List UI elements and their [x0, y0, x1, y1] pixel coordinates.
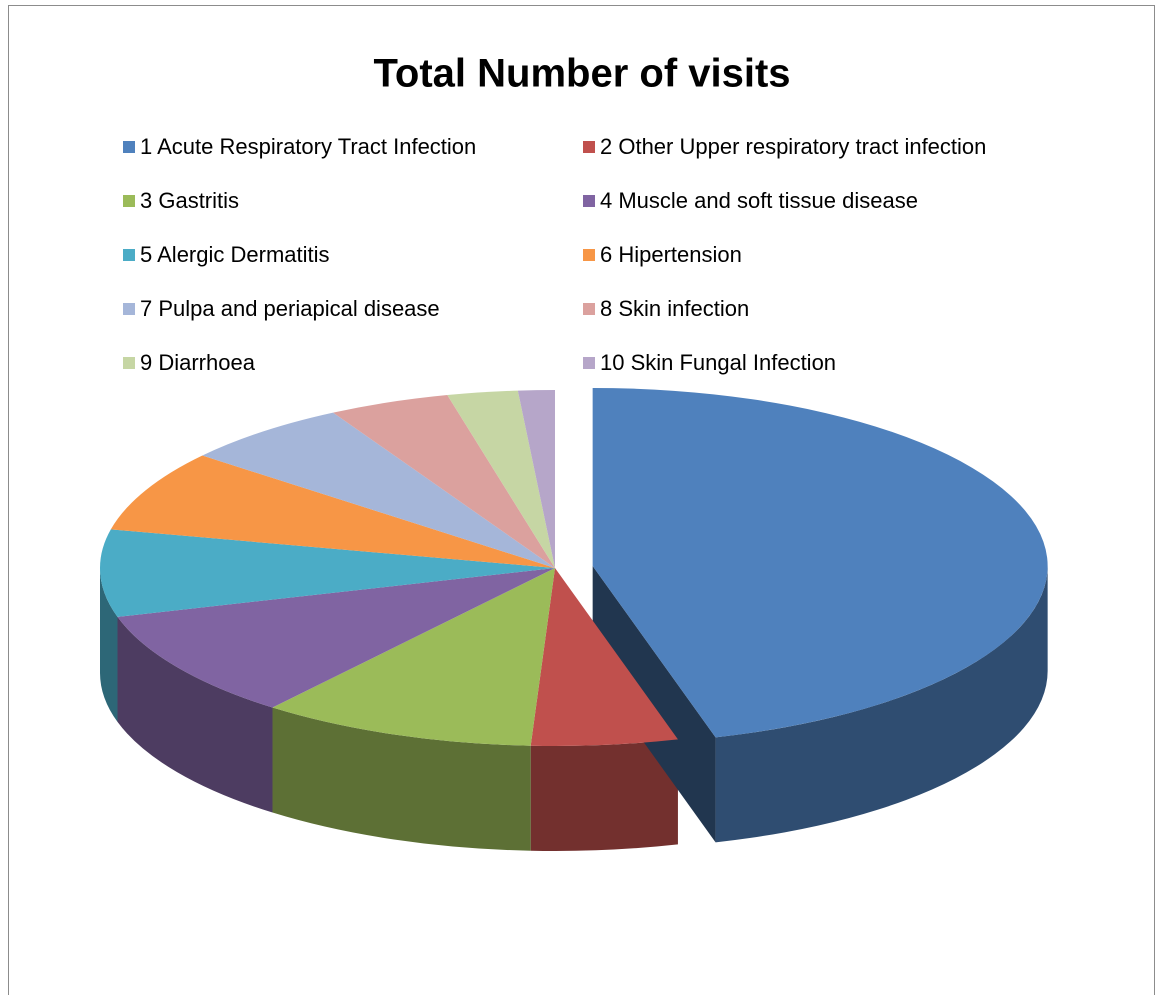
legend-label: 3 Gastritis: [140, 188, 239, 213]
legend-swatch: [583, 141, 595, 153]
chart-title: Total Number of visits: [373, 52, 790, 96]
legend-label: 8 Skin infection: [600, 296, 749, 321]
legend-swatch: [583, 357, 595, 369]
chart: Total Number of visits 1 Acute Respirato…: [0, 0, 1157, 995]
legend-swatch: [583, 249, 595, 261]
legend-swatch: [123, 141, 135, 153]
legend-swatch: [123, 249, 135, 261]
legend-swatch: [123, 357, 135, 369]
legend-swatch: [123, 303, 135, 315]
legend-label: 10 Skin Fungal Infection: [600, 350, 836, 375]
legend-swatch: [583, 303, 595, 315]
legend-label: 2 Other Upper respiratory tract infectio…: [600, 134, 986, 159]
legend-label: 5 Alergic Dermatitis: [140, 242, 330, 267]
legend-swatch: [123, 195, 135, 207]
legend-label: 7 Pulpa and periapical disease: [140, 296, 440, 321]
legend-label: 6 Hipertension: [600, 242, 742, 267]
legend-label: 9 Diarrhoea: [140, 350, 256, 375]
legend-swatch: [583, 195, 595, 207]
legend-label: 1 Acute Respiratory Tract Infection: [140, 134, 476, 159]
legend-label: 4 Muscle and soft tissue disease: [600, 188, 918, 213]
